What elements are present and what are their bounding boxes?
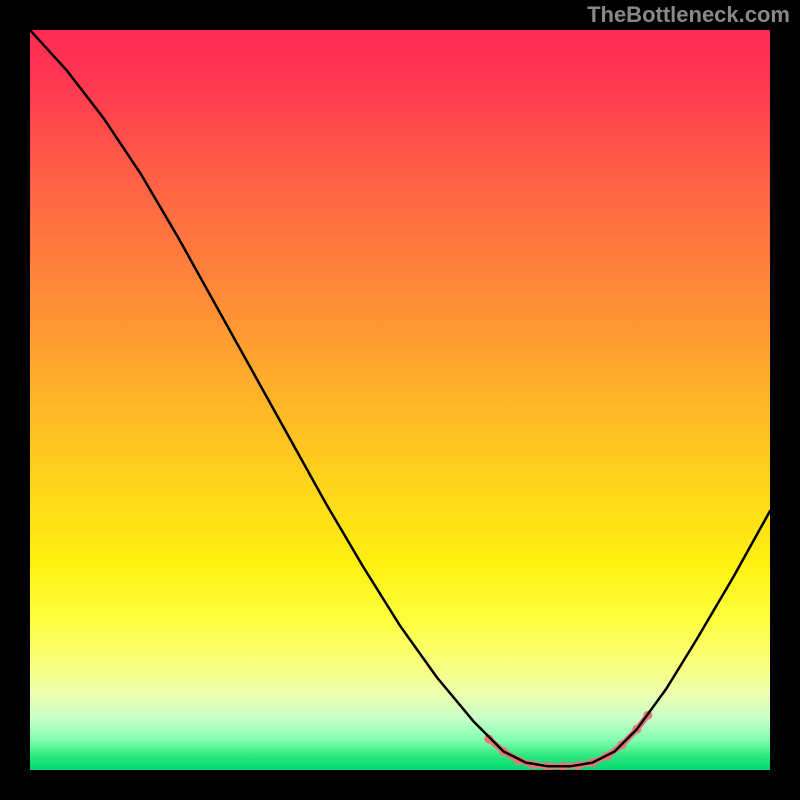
curve-layer (30, 30, 770, 770)
watermark-text: TheBottleneck.com (587, 2, 790, 28)
plot-area (30, 30, 770, 770)
bottleneck-curve (30, 30, 770, 766)
chart-container: TheBottleneck.com (0, 0, 800, 800)
